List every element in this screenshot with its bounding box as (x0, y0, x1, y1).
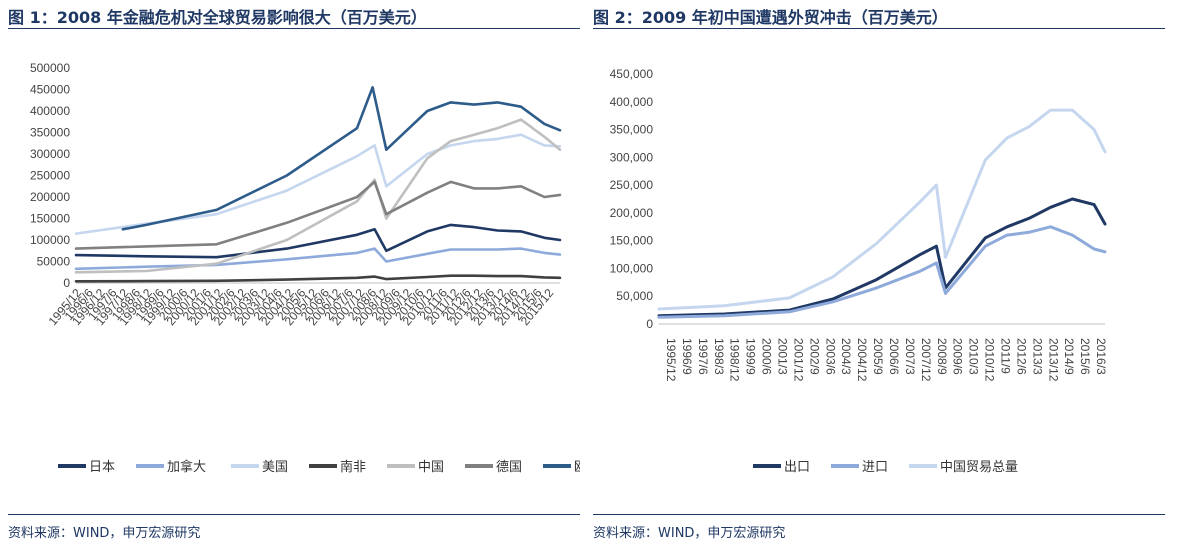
figure-2-source-rule (593, 514, 1165, 515)
figure-1-title: 图 1：2008 年金融危机对全球贸易影响很大（百万美元） (8, 8, 427, 27)
y-tick-label: 300,000 (610, 150, 654, 164)
figure-2-title: 图 2：2009 年初中国遭遇外贸冲击（百万美元） (593, 8, 948, 27)
y-tick-label: 300000 (30, 147, 70, 161)
x-tick-label: 2015/6 (1078, 338, 1092, 375)
y-tick-label: 250,000 (610, 178, 654, 192)
y-tick-label: 0 (63, 276, 70, 290)
legend-label: 进口 (862, 460, 888, 475)
x-tick-label: 2011/9 (998, 338, 1012, 374)
x-tick-label: 2014/9 (1062, 338, 1076, 375)
x-tick-label: 2010/12 (983, 338, 997, 382)
x-tick-label: 2006/6 (887, 338, 901, 375)
x-tick-label: 2013/12 (1046, 338, 1060, 382)
y-axis-ticks: 0 50,000 100,000 150,000 200,000 250,000 300,0… (610, 67, 654, 331)
y-axis-ticks: 0 50000 100000 150000 200000 250000 300000 3500… (30, 61, 70, 290)
figure-2-title-rule (593, 28, 1165, 29)
legend-label: 中国贸易总量 (940, 460, 1018, 475)
figure-1-panel: 图 1：2008 年金融危机对全球贸易影响很大（百万美元） 0 50000 1000… (8, 0, 580, 552)
x-axis-ticks: 1995/12 1996/9 1997/6 1998/3 1998/12 1999/9 20… (664, 338, 1108, 382)
series-line (74, 133, 562, 235)
x-tick-label: 2001/12 (791, 338, 805, 382)
y-tick-label: 350000 (30, 126, 70, 140)
y-tick-label: 450,000 (610, 67, 654, 81)
series-line (74, 118, 562, 274)
legend-label: 南非 (340, 459, 366, 475)
y-tick-label: 500000 (30, 61, 70, 75)
y-tick-label: 450000 (30, 83, 70, 97)
x-tick-label: 1998/12 (728, 338, 742, 382)
legend-label: 欧元区 (574, 460, 580, 475)
y-tick-label: 150,000 (610, 234, 654, 248)
y-tick-label: 150000 (30, 212, 70, 226)
series-line (74, 180, 562, 250)
y-tick-label: 200,000 (610, 206, 654, 220)
x-tick-label: 1999/9 (744, 338, 758, 375)
figure-1-title-rule (8, 28, 580, 29)
y-tick-label: 350,000 (610, 123, 654, 137)
legend-label: 德国 (496, 460, 522, 475)
legend: 出口 进口 中国贸易总量 (753, 460, 1018, 475)
figure-1-source-rule (8, 514, 580, 515)
x-tick-label: 2008/9 (935, 338, 949, 375)
series-line (121, 85, 562, 231)
y-tick-label: 200000 (30, 190, 70, 204)
figure-1-chart: 0 50000 100000 150000 200000 250000 300000 3500… (30, 61, 580, 475)
y-tick-label: 400000 (30, 104, 70, 118)
x-axis-ticks: 1995/121996/61996/121997/61997/121998/61… (46, 286, 557, 328)
x-tick-label: 2002/9 (807, 338, 821, 375)
x-tick-label: 2010/3 (967, 338, 981, 375)
x-tick-label: 2001/3 (775, 338, 789, 375)
x-tick-label: 2004/3 (839, 338, 853, 375)
y-tick-label: 400,000 (610, 95, 654, 109)
y-tick-label: 250000 (30, 169, 70, 183)
figure-2-source: 资料来源：WIND，申万宏源研究 (593, 526, 786, 541)
x-tick-label: 2012/6 (1014, 338, 1028, 375)
figure-2-panel: 图 2：2009 年初中国遭遇外贸冲击（百万美元） 0 50,000 100,000… (593, 0, 1165, 552)
series-lines (74, 85, 562, 283)
legend-label: 出口 (784, 460, 810, 475)
x-tick-label: 1997/6 (696, 338, 710, 375)
x-tick-label: 2003/6 (823, 338, 837, 375)
x-tick-label: 2007/3 (903, 338, 917, 375)
figure-2-chart: 0 50,000 100,000 150,000 200,000 250,000 300,0… (610, 67, 1108, 475)
y-tick-label: 100000 (30, 233, 70, 247)
y-tick-label: 50,000 (616, 289, 653, 303)
series-line (657, 225, 1107, 319)
series-line (74, 274, 562, 283)
figure-1-source: 资料来源：WIND，申万宏源研究 (8, 526, 201, 541)
legend: 日本 加拿大 美国 南非 中国 德国 欧元区 (58, 459, 580, 475)
series-lines (657, 108, 1107, 319)
x-tick-label: 2007/12 (919, 338, 933, 382)
x-tick-label: 2016/3 (1094, 338, 1108, 375)
legend-label: 加拿大 (167, 459, 206, 475)
x-tick-label: 2000/6 (760, 338, 774, 375)
series-line (74, 247, 562, 271)
y-tick-label: 100,000 (610, 261, 654, 275)
x-tick-label: 1996/9 (680, 338, 694, 375)
y-tick-label: 50000 (37, 255, 71, 269)
legend-label: 美国 (262, 460, 288, 475)
y-tick-label: 0 (646, 317, 653, 331)
x-tick-label: 2009/6 (951, 338, 965, 375)
series-line (74, 223, 562, 259)
x-tick-label: 2013/3 (1030, 338, 1044, 375)
x-tick-label: 2004/12 (855, 338, 869, 382)
series-line (657, 108, 1107, 311)
legend-label: 中国 (418, 460, 444, 475)
x-tick-label: 1995/12 (664, 338, 678, 382)
x-tick-label: 2005/9 (871, 338, 885, 375)
x-tick-label: 1998/3 (712, 338, 726, 375)
series-line (657, 197, 1107, 318)
legend-label: 日本 (89, 460, 115, 475)
